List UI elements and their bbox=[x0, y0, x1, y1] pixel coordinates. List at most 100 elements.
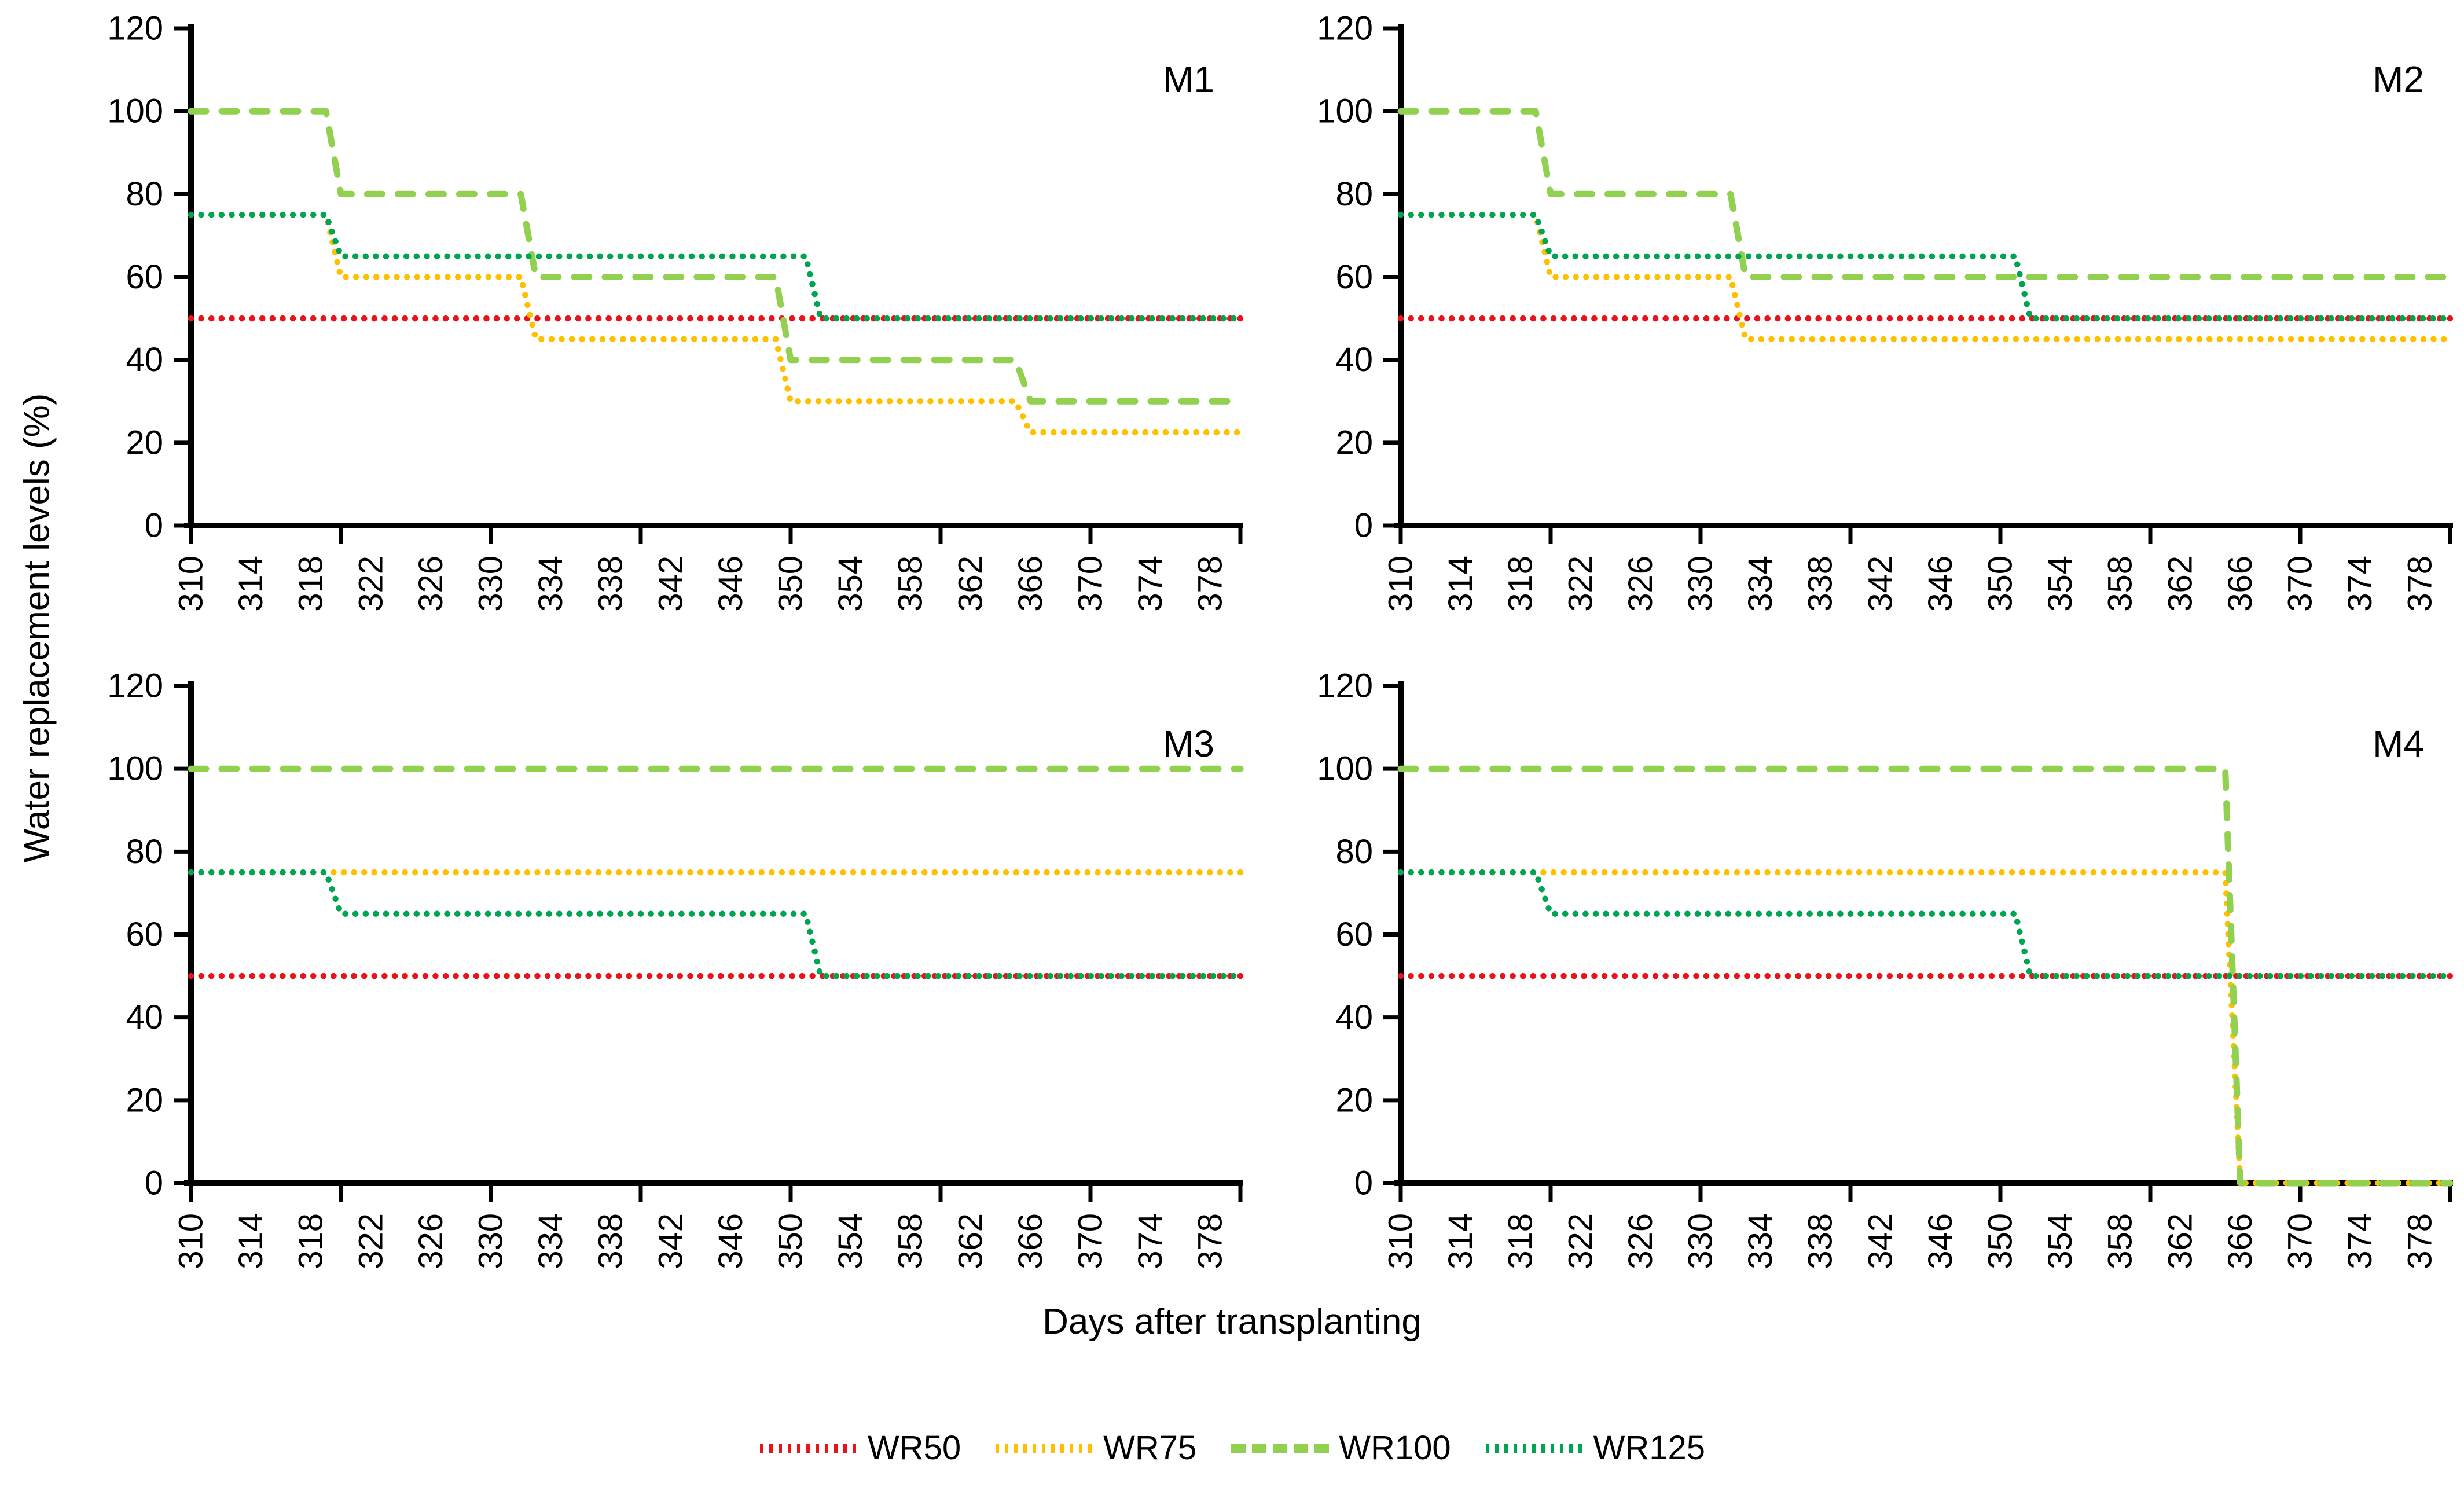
y-tick-label: 20 bbox=[126, 424, 163, 461]
x-tick-label: 330 bbox=[472, 556, 510, 612]
x-tick-label: 346 bbox=[712, 1213, 750, 1269]
y-tick-label: 120 bbox=[107, 667, 163, 705]
x-tick-label: 326 bbox=[412, 1213, 450, 1269]
legend-swatch-wr125 bbox=[1485, 1443, 1587, 1453]
x-tick-label: 318 bbox=[292, 1213, 330, 1269]
y-tick-label: 100 bbox=[1317, 93, 1373, 130]
x-tick-label: 370 bbox=[2282, 556, 2319, 612]
x-tick-label: 346 bbox=[1922, 1213, 1959, 1269]
x-tick-label: 374 bbox=[2341, 556, 2379, 612]
x-tick-label: 370 bbox=[1072, 1213, 1110, 1269]
y-tick-label: 60 bbox=[126, 258, 163, 296]
series-wr100 bbox=[188, 108, 1244, 405]
y-tick-label: 80 bbox=[126, 833, 163, 871]
y-tick-label: 40 bbox=[126, 341, 163, 379]
x-tick-label: 374 bbox=[1132, 556, 1169, 612]
series-wr100 bbox=[1397, 765, 2454, 1187]
x-tick-label: 330 bbox=[472, 1213, 510, 1269]
x-tick-label: 346 bbox=[712, 556, 750, 612]
x-tick-label: 310 bbox=[172, 1213, 210, 1269]
x-tick-label: 378 bbox=[2401, 556, 2439, 612]
x-tick-label: 362 bbox=[2161, 556, 2199, 612]
x-tick-label: 354 bbox=[2041, 1213, 2079, 1269]
series-wr125 bbox=[188, 211, 1244, 322]
x-tick-label: 350 bbox=[1982, 1213, 2019, 1269]
y-tick-label: 60 bbox=[126, 916, 163, 953]
x-tick-label: 342 bbox=[1861, 556, 1899, 612]
y-tick-label: 60 bbox=[1335, 916, 1373, 953]
x-tick-label: 326 bbox=[1622, 1213, 1659, 1269]
legend-item-wr100: WR100 bbox=[1230, 1429, 1451, 1467]
x-tick-label: 374 bbox=[1132, 1213, 1169, 1269]
x-tick-label: 338 bbox=[592, 1213, 630, 1269]
x-tick-label: 366 bbox=[2221, 1213, 2259, 1269]
x-tick-label: 366 bbox=[2221, 556, 2259, 612]
x-tick-label: 330 bbox=[1682, 556, 1720, 612]
x-tick-label: 322 bbox=[352, 1213, 390, 1269]
x-tick-label: 322 bbox=[1562, 1213, 1599, 1269]
y-tick-label: 120 bbox=[107, 10, 163, 47]
x-axis-title: Days after transplanting bbox=[1042, 1302, 1422, 1342]
x-tick-label: 318 bbox=[1502, 1213, 1540, 1269]
x-tick-label: 350 bbox=[772, 556, 810, 612]
x-tick-label: 370 bbox=[1072, 556, 1110, 612]
y-tick-label: 20 bbox=[1335, 1081, 1373, 1119]
panel-m4: 0 20 40 60 80 100 120 310 314 318 322 326 330 334 338 3… bbox=[1317, 667, 2454, 1269]
x-tick-label: 338 bbox=[1802, 556, 1839, 612]
y-tick-label: 80 bbox=[1335, 175, 1373, 213]
x-tick-label: 334 bbox=[532, 556, 570, 612]
x-tick-label: 318 bbox=[1502, 556, 1540, 612]
legend: WR50 WR75 WR100 WR125 bbox=[0, 1429, 2464, 1467]
x-tick-label: 326 bbox=[1622, 556, 1659, 612]
x-tick-label: 362 bbox=[952, 556, 989, 612]
x-tick-label: 366 bbox=[1012, 1213, 1049, 1269]
x-tick-label: 374 bbox=[2341, 1213, 2379, 1269]
x-tick-label: 342 bbox=[1861, 1213, 1899, 1269]
x-tick-label: 342 bbox=[652, 1213, 689, 1269]
series-wr125 bbox=[188, 869, 1244, 979]
y-tick-label: 20 bbox=[126, 1081, 163, 1119]
x-tick-label: 322 bbox=[352, 556, 390, 612]
series-wr100 bbox=[1397, 108, 2454, 280]
y-tick-label: 80 bbox=[126, 175, 163, 213]
x-tick-label: 358 bbox=[892, 556, 930, 612]
panel-title-m2: M2 bbox=[2373, 58, 2424, 100]
y-tick-label: 0 bbox=[1354, 507, 1373, 545]
x-tick-label: 378 bbox=[1192, 1213, 1229, 1269]
x-tick-label: 326 bbox=[412, 556, 450, 612]
legend-swatch-wr100 bbox=[1231, 1443, 1332, 1453]
x-tick-label: 366 bbox=[1012, 556, 1049, 612]
legend-item-wr50: WR50 bbox=[759, 1429, 961, 1467]
y-axis-title: Water replacement levels (%) bbox=[17, 393, 57, 863]
x-tick-label: 330 bbox=[1682, 1213, 1720, 1269]
x-tick-label: 310 bbox=[1382, 556, 1420, 612]
x-tick-label: 378 bbox=[1192, 556, 1229, 612]
x-tick-label: 314 bbox=[1442, 1213, 1479, 1269]
legend-label-wr100: WR100 bbox=[1339, 1429, 1451, 1467]
legend-label-wr50: WR50 bbox=[867, 1429, 961, 1467]
y-tick-label: 60 bbox=[1335, 258, 1373, 296]
y-tick-label: 0 bbox=[1354, 1165, 1373, 1202]
x-tick-label: 358 bbox=[892, 1213, 930, 1269]
series-wr125 bbox=[1397, 869, 2454, 979]
y-tick-label: 40 bbox=[126, 998, 163, 1036]
x-tick-label: 358 bbox=[2102, 1213, 2139, 1269]
panel-m2: 0 20 40 60 80 100 120 310 314 318 322 326 330 334 338 3… bbox=[1317, 10, 2454, 612]
x-tick-label: 318 bbox=[292, 556, 330, 612]
x-tick-label: 338 bbox=[1802, 1213, 1839, 1269]
panel-m1: 0 20 40 60 80 100 120 310 314 318 322 326 330 334 338 3… bbox=[107, 10, 1244, 612]
x-tick-label: 346 bbox=[1922, 556, 1959, 612]
x-tick-label: 354 bbox=[832, 1213, 869, 1269]
panel-title-m3: M3 bbox=[1163, 723, 1214, 765]
series-wr75 bbox=[1397, 869, 2454, 1187]
legend-swatch-wr75 bbox=[996, 1443, 1097, 1453]
x-tick-label: 342 bbox=[652, 556, 689, 612]
series-wr125 bbox=[1397, 211, 2454, 322]
y-tick-label: 100 bbox=[1317, 750, 1373, 788]
x-tick-label: 362 bbox=[952, 1213, 989, 1269]
y-tick-label: 20 bbox=[1335, 424, 1373, 461]
y-tick-label: 40 bbox=[1335, 341, 1373, 379]
x-tick-label: 350 bbox=[772, 1213, 810, 1269]
